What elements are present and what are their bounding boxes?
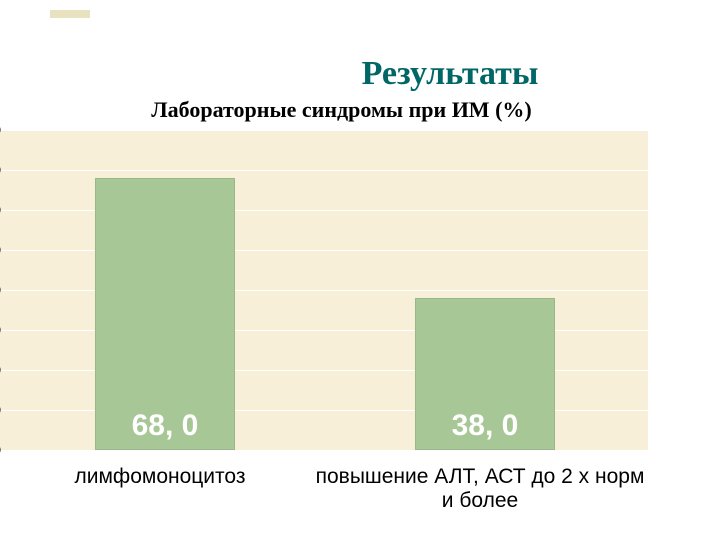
x-category-label-1: лимфомоноцитоз <box>45 465 275 489</box>
gridline <box>0 170 648 171</box>
x-category-label-2: повышение АЛТ, АСТ до 2 х норм и более <box>310 465 650 513</box>
slide-title: Результаты <box>0 55 720 93</box>
top-accent-shape <box>50 10 90 18</box>
plot-background: 68, 0 38, 0 <box>0 130 648 450</box>
bar-value-label: 68, 0 <box>96 409 234 443</box>
slide: Результаты Лабораторные синдромы при ИМ … <box>0 0 720 540</box>
chart-title: Лабораторные синдромы при ИМ (%) <box>0 97 648 123</box>
bar-2: 38, 0 <box>415 298 555 450</box>
gridline <box>0 130 648 131</box>
bar-value-label: 38, 0 <box>416 409 554 443</box>
bar-1: 68, 0 <box>95 178 235 450</box>
chart-container: Лабораторные синдромы при ИМ (%) 68, 0 3… <box>0 95 648 450</box>
